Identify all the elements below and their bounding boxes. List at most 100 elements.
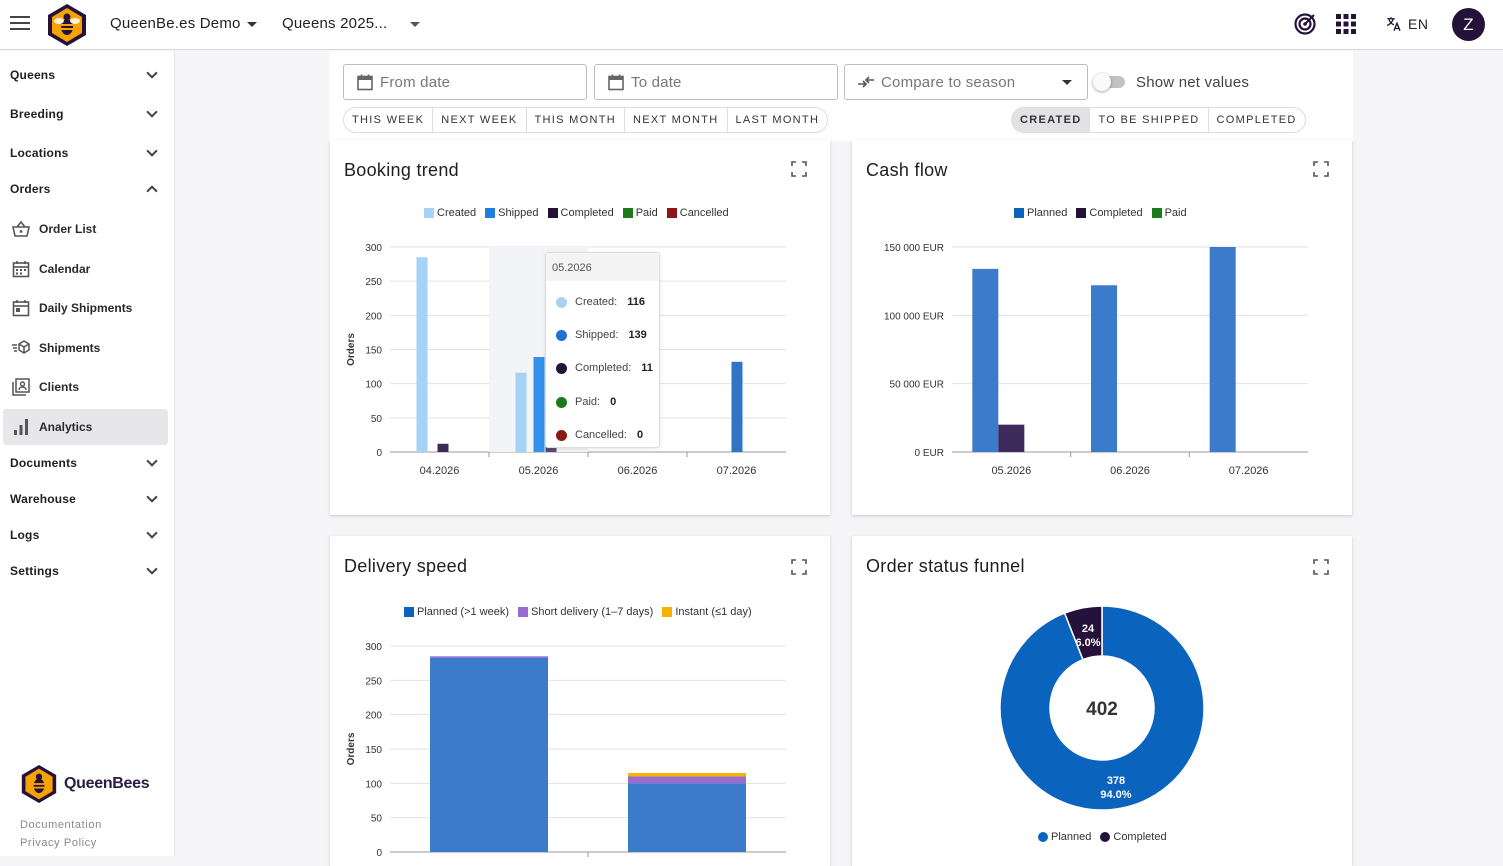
menu-icon[interactable] xyxy=(9,13,31,35)
legend-swatch xyxy=(1014,208,1024,218)
legend-swatch xyxy=(547,208,558,218)
avatar[interactable]: Z xyxy=(1452,8,1485,41)
y-tick-label: 150 000 EUR xyxy=(884,243,944,254)
from-date-field[interactable]: From date xyxy=(343,64,587,100)
legend-dot xyxy=(556,296,567,308)
expand-icon[interactable] xyxy=(791,559,807,575)
legend-label: Planned xyxy=(1027,207,1068,219)
legend-item[interactable]: Short delivery (1–7 days) xyxy=(518,606,653,618)
sidebar-item-shipments[interactable]: Shipments xyxy=(3,330,168,366)
legend-item[interactable]: Completed xyxy=(1076,207,1143,219)
chevron-down-icon xyxy=(146,491,158,503)
legend-item[interactable]: Planned xyxy=(1038,831,1091,843)
legend-label: Short delivery (1–7 days) xyxy=(531,606,654,618)
card-title: Booking trend xyxy=(344,160,459,180)
privacy-policy-link[interactable]: Privacy Policy xyxy=(20,837,97,849)
this-week-button[interactable]: THIS WEEK xyxy=(344,108,434,132)
calendar-icon xyxy=(12,261,30,278)
season-select[interactable]: Queens 2025... xyxy=(282,15,387,32)
legend-item[interactable]: Paid xyxy=(1151,207,1187,219)
tab-to-be-shipped[interactable]: TO BE SHIPPED xyxy=(1090,108,1209,132)
sidebar-group-logs[interactable]: Logs xyxy=(0,521,174,549)
legend-item[interactable]: Created xyxy=(424,207,476,219)
tab-created[interactable]: CREATED xyxy=(1012,108,1091,132)
legend-label: Cancelled xyxy=(679,207,729,219)
expand-icon[interactable] xyxy=(1313,559,1329,575)
net-values-toggle[interactable] xyxy=(1093,73,1127,91)
contacts-icon xyxy=(12,378,30,396)
sidebar-item-daily-shipments[interactable]: Daily Shipments xyxy=(3,290,168,326)
org-name: QueenBe.es Demo xyxy=(110,15,241,32)
to-date-field[interactable]: To date xyxy=(594,64,838,100)
last-month-button[interactable]: LAST MONTH xyxy=(728,108,828,132)
caret-down-icon xyxy=(246,21,257,27)
bar-chart-icon xyxy=(14,419,28,435)
calendar-day-icon xyxy=(12,300,30,317)
next-month-button[interactable]: NEXT MONTH xyxy=(625,108,728,132)
caret-down-icon[interactable] xyxy=(410,22,420,27)
legend-item[interactable]: Shipped xyxy=(485,207,539,219)
apps-grid-icon[interactable] xyxy=(1334,12,1358,36)
sidebar-group-locations[interactable]: Locations xyxy=(0,139,174,167)
calendar-icon xyxy=(608,74,624,91)
legend-item[interactable]: Completed xyxy=(1100,831,1167,843)
language-select[interactable]: EN xyxy=(1385,15,1428,33)
legend-item[interactable]: Cancelled xyxy=(666,207,729,219)
expand-icon[interactable] xyxy=(1313,161,1329,177)
compare-season-select[interactable]: Compare to season xyxy=(844,64,1088,100)
date-range-buttons: THIS WEEK NEXT WEEK THIS MONTH NEXT MONT… xyxy=(343,107,829,133)
bar-planned xyxy=(628,783,746,852)
sidebar-item-calendar[interactable]: Calendar xyxy=(3,251,168,287)
tooltip-row: Created: 116 xyxy=(556,296,645,308)
tooltip-row: Shipped: 139 xyxy=(556,329,647,341)
this-month-button[interactable]: THIS MONTH xyxy=(527,108,625,132)
y-tick-label: 200 xyxy=(365,711,382,722)
sidebar: Queens Breeding Locations Orders Order L… xyxy=(0,51,175,856)
sidebar-item-clients[interactable]: Clients xyxy=(3,369,168,405)
order-status-donut-chart: 402 378 94.0% 24 6.0% xyxy=(999,605,1205,811)
target-icon[interactable] xyxy=(1293,12,1317,36)
status-tabs: CREATED TO BE SHIPPED COMPLETED xyxy=(1011,107,1306,133)
delivery-speed-card: Delivery speed Planned (>1 week) Short d… xyxy=(330,536,830,866)
sidebar-item-order-list[interactable]: Order List xyxy=(3,211,168,247)
sidebar-item-label: Calendar xyxy=(39,262,91,276)
queenbees-logo-icon[interactable] xyxy=(46,3,88,47)
legend-item[interactable]: Paid xyxy=(622,207,658,219)
y-tick-label: 200 xyxy=(365,311,382,322)
tooltip-label: Created: xyxy=(575,296,618,308)
sidebar-group-documents[interactable]: Documents xyxy=(0,449,174,477)
next-week-button[interactable]: NEXT WEEK xyxy=(433,108,527,132)
sidebar-group-settings[interactable]: Settings xyxy=(0,557,174,585)
chevron-up-icon xyxy=(146,185,158,197)
to-date-placeholder: To date xyxy=(631,73,682,91)
sidebar-group-warehouse[interactable]: Warehouse xyxy=(0,485,174,513)
slice-planned xyxy=(999,605,1205,811)
sidebar-item-analytics[interactable]: Analytics xyxy=(3,409,168,445)
chart-legend: Planned Completed xyxy=(1038,831,1167,843)
legend-dot xyxy=(556,396,567,408)
org-select[interactable]: QueenBe.es Demo xyxy=(110,15,257,32)
x-tick-label: 05.2026 xyxy=(519,465,559,477)
y-tick-label: 300 xyxy=(365,642,382,653)
y-tick-label: 300 xyxy=(365,243,382,254)
card-title: Cash flow xyxy=(866,160,948,180)
legend-item[interactable]: Completed xyxy=(547,207,614,219)
x-tick-label: 07.2026 xyxy=(1229,465,1269,477)
sidebar-group-orders[interactable]: Orders xyxy=(0,175,174,203)
compare-arrows-icon xyxy=(858,76,874,88)
sidebar-group-breeding[interactable]: Breeding xyxy=(0,100,174,128)
y-tick-label: 0 EUR xyxy=(915,448,944,459)
legend-label: Instant (≤1 day) xyxy=(675,606,752,618)
sidebar-group-label: Settings xyxy=(10,564,59,578)
tab-completed[interactable]: COMPLETED xyxy=(1209,108,1305,132)
legend-item[interactable]: Planned (>1 week) xyxy=(404,606,509,618)
legend-label: Completed xyxy=(1089,207,1143,219)
tooltip-label: Paid: xyxy=(575,396,601,408)
legend-label: Planned xyxy=(1051,831,1092,843)
documentation-link[interactable]: Documentation xyxy=(20,819,102,831)
bar-completed xyxy=(437,443,449,452)
sidebar-group-queens[interactable]: Queens xyxy=(0,61,174,89)
legend-item[interactable]: Instant (≤1 day) xyxy=(662,606,752,618)
expand-icon[interactable] xyxy=(791,161,807,177)
legend-item[interactable]: Planned xyxy=(1014,207,1067,219)
